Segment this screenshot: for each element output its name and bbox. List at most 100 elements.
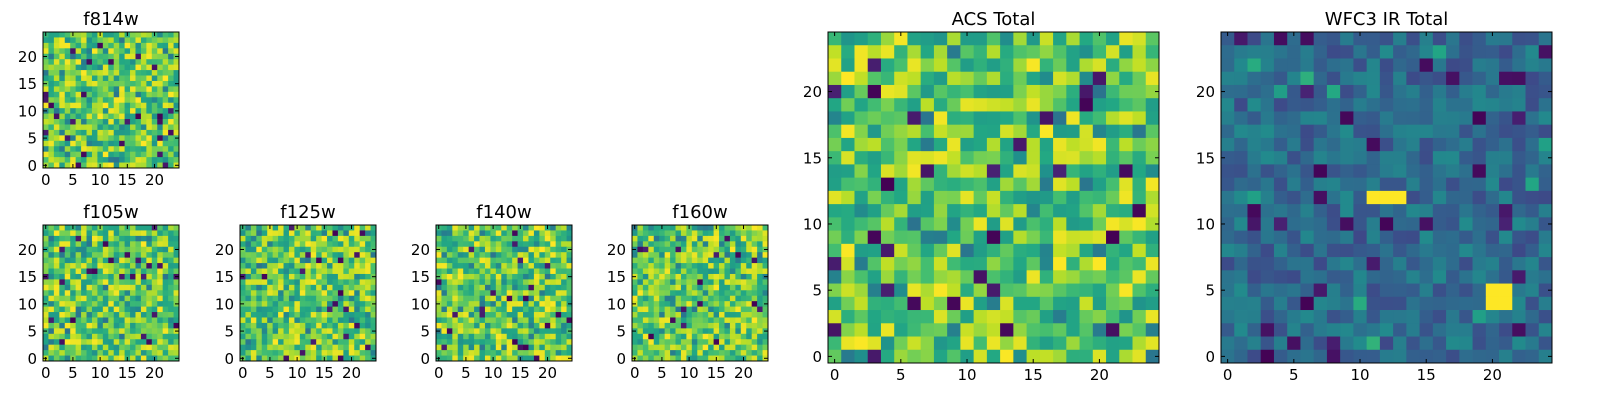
heatmap-cell [173,235,180,242]
heatmap-cell [1499,164,1513,179]
heatmap-cell [261,225,268,231]
heatmap-cell [102,322,109,329]
heatmap-cell [53,246,60,253]
heatmap-cell [757,328,763,335]
heatmap-cell [670,333,676,340]
heatmap-cell [670,301,676,307]
heatmap-cell [1446,204,1460,218]
heatmap-cell [1432,270,1447,284]
heatmap-cell [637,295,644,302]
heatmap-cell [1066,124,1080,139]
heatmap-cell [1247,283,1262,298]
heatmap-cell [1013,283,1027,298]
heatmap-cell [348,328,355,335]
heatmap-cell [1119,98,1133,112]
heatmap-cell [173,151,180,158]
heatmap-cell [1247,177,1262,192]
heatmap-cell [256,339,263,346]
heatmap-cell [48,312,55,318]
heatmap-cell [1247,137,1262,152]
x-tick-label: 5 [896,366,906,384]
heatmap-cell [637,230,644,237]
heatmap-cell [680,246,687,253]
heatmap-cell [124,333,131,340]
heatmap-cell [354,290,361,297]
heatmap-cell [267,328,274,335]
heatmap-cell [457,290,464,297]
heatmap-cell [1145,283,1160,298]
heatmap-cell [1132,151,1147,165]
heatmap-cell [986,124,1001,139]
heatmap-cell [973,111,988,126]
heatmap-cell [1406,58,1420,73]
heatmap-cell [310,263,317,269]
heatmap-cell [729,257,736,264]
heatmap-cell [1053,296,1067,311]
heatmap-cell [97,246,104,253]
heatmap-cell [1000,71,1014,86]
heatmap-cell [305,257,312,264]
heatmap-cell [70,108,77,114]
heatmap-cell [1432,45,1447,59]
heatmap-cell [490,312,497,318]
heatmap-cell [474,295,480,302]
heatmap-cell [1039,230,1054,245]
heatmap-cell [528,344,535,351]
heatmap-cell [146,59,153,66]
heatmap-cell [81,312,87,318]
heatmap-cell [168,306,174,313]
heatmap-cell [713,263,720,269]
heatmap-cell [1106,177,1120,192]
heatmap-cell [146,140,153,147]
heatmap-cell [59,230,66,237]
heatmap-cell [119,91,125,98]
heatmap-cell [91,70,98,76]
heatmap-cell [370,279,377,286]
heatmap-cell [708,263,714,269]
heatmap-cell [310,355,317,362]
heatmap-cell [278,235,284,242]
heatmap-cell [1393,230,1407,245]
heatmap-cell [354,333,361,340]
heatmap-cell [1485,58,1500,73]
heatmap-cell [283,257,290,264]
heatmap-cell [53,32,60,38]
heatmap-cell [91,146,98,153]
heatmap-cell [474,301,480,307]
heatmap-cell [664,339,671,346]
heatmap-cell [64,301,71,307]
heatmap-cell [75,273,82,280]
heatmap-cell [561,225,567,231]
heatmap-cell [523,235,529,242]
heatmap-cell [724,290,731,297]
heatmap-cell [173,140,180,147]
heatmap-cell [555,230,562,237]
heatmap-cell [1026,177,1041,192]
heatmap-cell [555,241,562,248]
heatmap-cell [1039,190,1054,205]
heatmap-cell [124,322,131,329]
heatmap-cell [920,177,935,192]
heatmap-cell [680,257,687,264]
heatmap-cell [675,295,682,302]
heatmap-cell [637,263,644,269]
heatmap-cell [632,230,638,237]
heatmap-cell [162,146,169,153]
heatmap-cell [517,306,524,313]
heatmap-cell [907,296,922,311]
heatmap-cell [97,86,104,93]
heatmap-cell [151,157,158,163]
heatmap-cell [119,263,125,269]
heatmap-cell [81,225,87,231]
heatmap-cell [648,263,655,269]
heatmap-cell [1525,270,1540,284]
heatmap-cell [1053,71,1067,86]
heatmap-cell [337,241,344,248]
heatmap-cell [348,235,355,242]
heatmap-cell [1538,71,1553,86]
heatmap-cell [506,246,513,253]
heatmap-cell [561,339,567,346]
heatmap-cell [1366,124,1381,139]
heatmap-cell [370,339,377,346]
heatmap-cell [457,284,464,291]
